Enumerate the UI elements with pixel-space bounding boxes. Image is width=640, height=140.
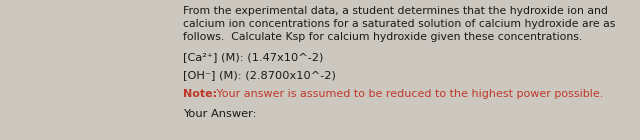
Text: [OH⁻] (M): (2.8700x10^-2): [OH⁻] (M): (2.8700x10^-2) — [183, 70, 336, 80]
Text: Your answer is assumed to be reduced to the highest power possible.: Your answer is assumed to be reduced to … — [213, 89, 604, 99]
Text: calcium ion concentrations for a saturated solution of calcium hydroxide are as: calcium ion concentrations for a saturat… — [183, 19, 616, 29]
Text: [Ca²⁺] (M): (1.47x10^-2): [Ca²⁺] (M): (1.47x10^-2) — [183, 52, 323, 62]
Text: Your Answer:: Your Answer: — [183, 109, 257, 119]
Text: Note:: Note: — [183, 89, 217, 99]
Text: follows.  Calculate Ksp for calcium hydroxide given these concentrations.: follows. Calculate Ksp for calcium hydro… — [183, 32, 582, 42]
Text: From the experimental data, a student determines that the hydroxide ion and: From the experimental data, a student de… — [183, 6, 608, 16]
